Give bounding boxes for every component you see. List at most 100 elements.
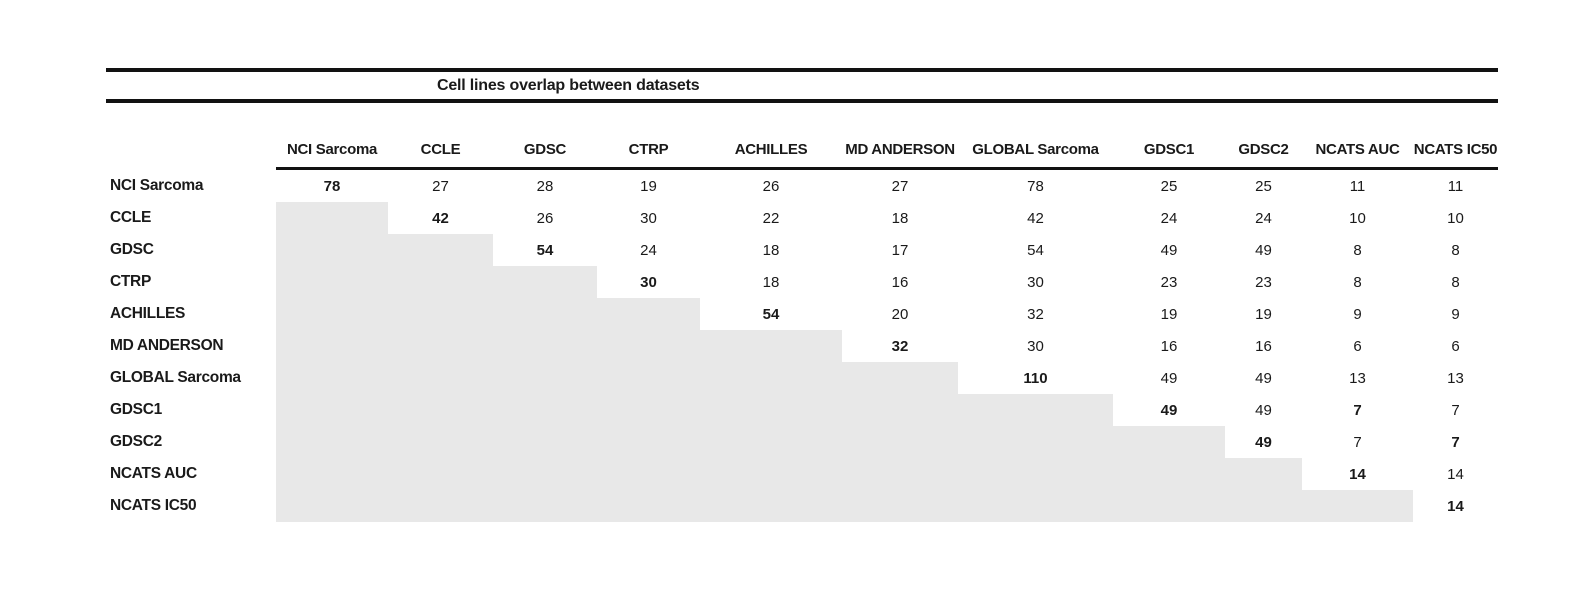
overlap-value: 49 bbox=[1255, 241, 1272, 259]
row-label: NCATS IC50 bbox=[110, 497, 197, 514]
overlap-value: 54 bbox=[1027, 241, 1044, 259]
shaded-cell bbox=[958, 426, 1113, 458]
column-header: MD ANDERSON bbox=[842, 103, 958, 170]
shaded-cell bbox=[276, 458, 388, 490]
table-row: NCATS IC50 14 bbox=[106, 490, 1498, 522]
overlap-value: 8 bbox=[1353, 273, 1362, 291]
overlap-value: 19 bbox=[1255, 305, 1272, 323]
row-label: GLOBAL Sarcoma bbox=[110, 369, 241, 386]
shaded-cell bbox=[958, 458, 1113, 490]
overlap-value-diagonal: 14 bbox=[1349, 465, 1366, 483]
overlap-value: 6 bbox=[1353, 337, 1362, 355]
overlap-value: 16 bbox=[1255, 337, 1272, 355]
table-row: GLOBAL Sarcoma 110 49 49 13 13 bbox=[106, 362, 1498, 394]
overlap-value: 7 bbox=[1353, 433, 1362, 451]
shaded-cell bbox=[493, 458, 597, 490]
column-header: ACHILLES bbox=[700, 103, 842, 170]
overlap-value: 8 bbox=[1451, 241, 1460, 259]
overlap-value: 32 bbox=[1027, 305, 1044, 323]
overlap-value: 24 bbox=[1255, 209, 1272, 227]
shaded-cell bbox=[276, 234, 388, 266]
overlap-value: 24 bbox=[1160, 209, 1178, 227]
column-header: GDSC bbox=[493, 103, 597, 170]
overlap-value: 23 bbox=[1160, 273, 1178, 291]
shaded-cell bbox=[493, 362, 597, 394]
row-label: MD ANDERSON bbox=[110, 337, 224, 354]
overlap-value-diagonal: 54 bbox=[762, 305, 780, 323]
overlap-value: 16 bbox=[1160, 337, 1178, 355]
matrix-body: NCI Sarcoma 78 27 28 19 26 27 78 25 25 11 11 CCLE 42 2… bbox=[106, 169, 1498, 522]
overlap-value: 23 bbox=[1255, 273, 1272, 291]
overlap-value: 49 bbox=[1255, 401, 1272, 419]
shaded-cell bbox=[842, 426, 958, 458]
column-header: NCI Sarcoma bbox=[276, 103, 388, 170]
shaded-cell bbox=[842, 458, 958, 490]
table-row: GDSC 54 24 18 17 54 49 49 8 8 bbox=[106, 234, 1498, 266]
table-row: NCI Sarcoma 78 27 28 19 26 27 78 25 25 11 11 bbox=[106, 169, 1498, 203]
overlap-matrix-table: NCI Sarcoma CCLE GDSC CTRP ACHILLES MD ANDERS… bbox=[106, 103, 1498, 522]
overlap-value: 27 bbox=[432, 177, 449, 195]
shaded-cell bbox=[493, 426, 597, 458]
shaded-cell bbox=[1225, 458, 1302, 490]
table-row: CTRP 30 18 16 30 23 23 8 8 bbox=[106, 266, 1498, 298]
overlap-value: 18 bbox=[762, 241, 780, 259]
table-row: GDSC2 49 7 7 bbox=[106, 426, 1498, 458]
overlap-value: 18 bbox=[762, 273, 780, 291]
shaded-cell bbox=[276, 298, 388, 330]
row-label: GDSC1 bbox=[110, 401, 162, 418]
overlap-value: 8 bbox=[1451, 273, 1460, 291]
shaded-cell bbox=[493, 298, 597, 330]
overlap-value: 49 bbox=[1255, 369, 1272, 387]
overlap-value-diagonal: 42 bbox=[432, 209, 449, 227]
shaded-cell bbox=[493, 266, 597, 298]
shaded-cell bbox=[276, 202, 388, 234]
row-label: CCLE bbox=[110, 209, 151, 226]
shaded-cell bbox=[388, 458, 493, 490]
column-header: CTRP bbox=[597, 103, 700, 170]
shaded-cell bbox=[276, 266, 388, 298]
shaded-cell bbox=[597, 330, 700, 362]
overlap-value: 8 bbox=[1353, 241, 1362, 259]
shaded-cell bbox=[388, 266, 493, 298]
shaded-cell bbox=[1113, 458, 1225, 490]
overlap-value-diagonal: 54 bbox=[536, 241, 554, 259]
shaded-cell bbox=[276, 362, 388, 394]
shaded-cell bbox=[597, 458, 700, 490]
table-row: CCLE 42 26 30 22 18 42 24 24 10 10 bbox=[106, 202, 1498, 234]
shaded-cell bbox=[388, 394, 493, 426]
overlap-value: 20 bbox=[891, 305, 909, 323]
shaded-cell bbox=[388, 234, 493, 266]
row-label: GDSC2 bbox=[110, 433, 162, 450]
overlap-value-diagonal: 32 bbox=[891, 337, 909, 355]
row-label: NCI Sarcoma bbox=[110, 177, 204, 194]
shaded-cell bbox=[1225, 490, 1302, 522]
row-label: CTRP bbox=[110, 273, 151, 290]
shaded-cell bbox=[597, 490, 700, 522]
shaded-cell bbox=[700, 330, 842, 362]
overlap-value: 10 bbox=[1447, 209, 1464, 227]
shaded-cell bbox=[493, 490, 597, 522]
overlap-value: 19 bbox=[1160, 305, 1178, 323]
overlap-value: 26 bbox=[762, 177, 780, 195]
column-header: NCATS AUC bbox=[1302, 103, 1413, 170]
overlap-value: 28 bbox=[536, 177, 554, 195]
shaded-cell bbox=[597, 298, 700, 330]
shaded-cell bbox=[958, 490, 1113, 522]
overlap-value: 30 bbox=[640, 209, 657, 227]
column-header: GDSC1 bbox=[1113, 103, 1225, 170]
overlap-value: 19 bbox=[640, 177, 657, 195]
column-header: NCATS IC50 bbox=[1413, 103, 1498, 170]
overlap-value: 13 bbox=[1447, 369, 1464, 387]
overlap-value: 11 bbox=[1447, 177, 1464, 195]
shaded-cell bbox=[597, 426, 700, 458]
header-row: NCI Sarcoma CCLE GDSC CTRP ACHILLES MD ANDERS… bbox=[106, 103, 1498, 170]
overlap-value: 49 bbox=[1160, 241, 1178, 259]
shaded-cell bbox=[958, 394, 1113, 426]
overlap-value: 30 bbox=[1027, 273, 1044, 291]
shaded-cell bbox=[388, 426, 493, 458]
shaded-cell bbox=[842, 490, 958, 522]
shaded-cell bbox=[842, 362, 958, 394]
overlap-value: 25 bbox=[1160, 177, 1178, 195]
shaded-cell bbox=[493, 330, 597, 362]
overlap-value: 10 bbox=[1349, 209, 1366, 227]
